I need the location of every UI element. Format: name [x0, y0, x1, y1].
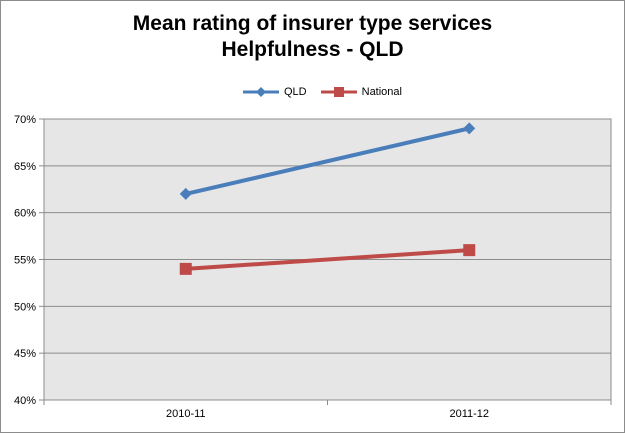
data-point-national: [463, 244, 476, 257]
chart-legend: QLD National: [241, 83, 414, 101]
chart-title-line-2: Helpfulness - QLD: [221, 38, 404, 61]
chart-title: Mean rating of insurer type services Hel…: [1, 11, 624, 63]
legend-swatch-national-icon: [320, 87, 357, 97]
data-point-qld: [179, 187, 192, 200]
legend-item-national: National: [319, 86, 402, 98]
x-tick-label: 2010-11: [166, 408, 206, 420]
legend-item-qld: QLD: [241, 86, 307, 98]
y-tick-label: 70%: [14, 114, 36, 126]
x-tick-label: 2011-12: [449, 408, 489, 420]
data-point-qld: [463, 122, 476, 135]
data-point-national: [179, 262, 192, 275]
y-tick-label: 40%: [14, 395, 36, 407]
y-tick-label: 50%: [14, 301, 36, 313]
series-line-national: [185, 248, 470, 271]
y-tick-label: 45%: [14, 348, 36, 360]
series-line-qld: [185, 126, 470, 196]
legend-label-qld: QLD: [284, 86, 307, 98]
chart-title-line-1: Mean rating of insurer type services: [132, 12, 493, 35]
legend-swatch-qld-icon: [243, 87, 279, 97]
y-tick-label: 65%: [14, 161, 36, 173]
legend-label-national: National: [361, 86, 402, 98]
y-tick-label: 60%: [14, 208, 36, 220]
y-tick-label: 55%: [14, 255, 36, 267]
